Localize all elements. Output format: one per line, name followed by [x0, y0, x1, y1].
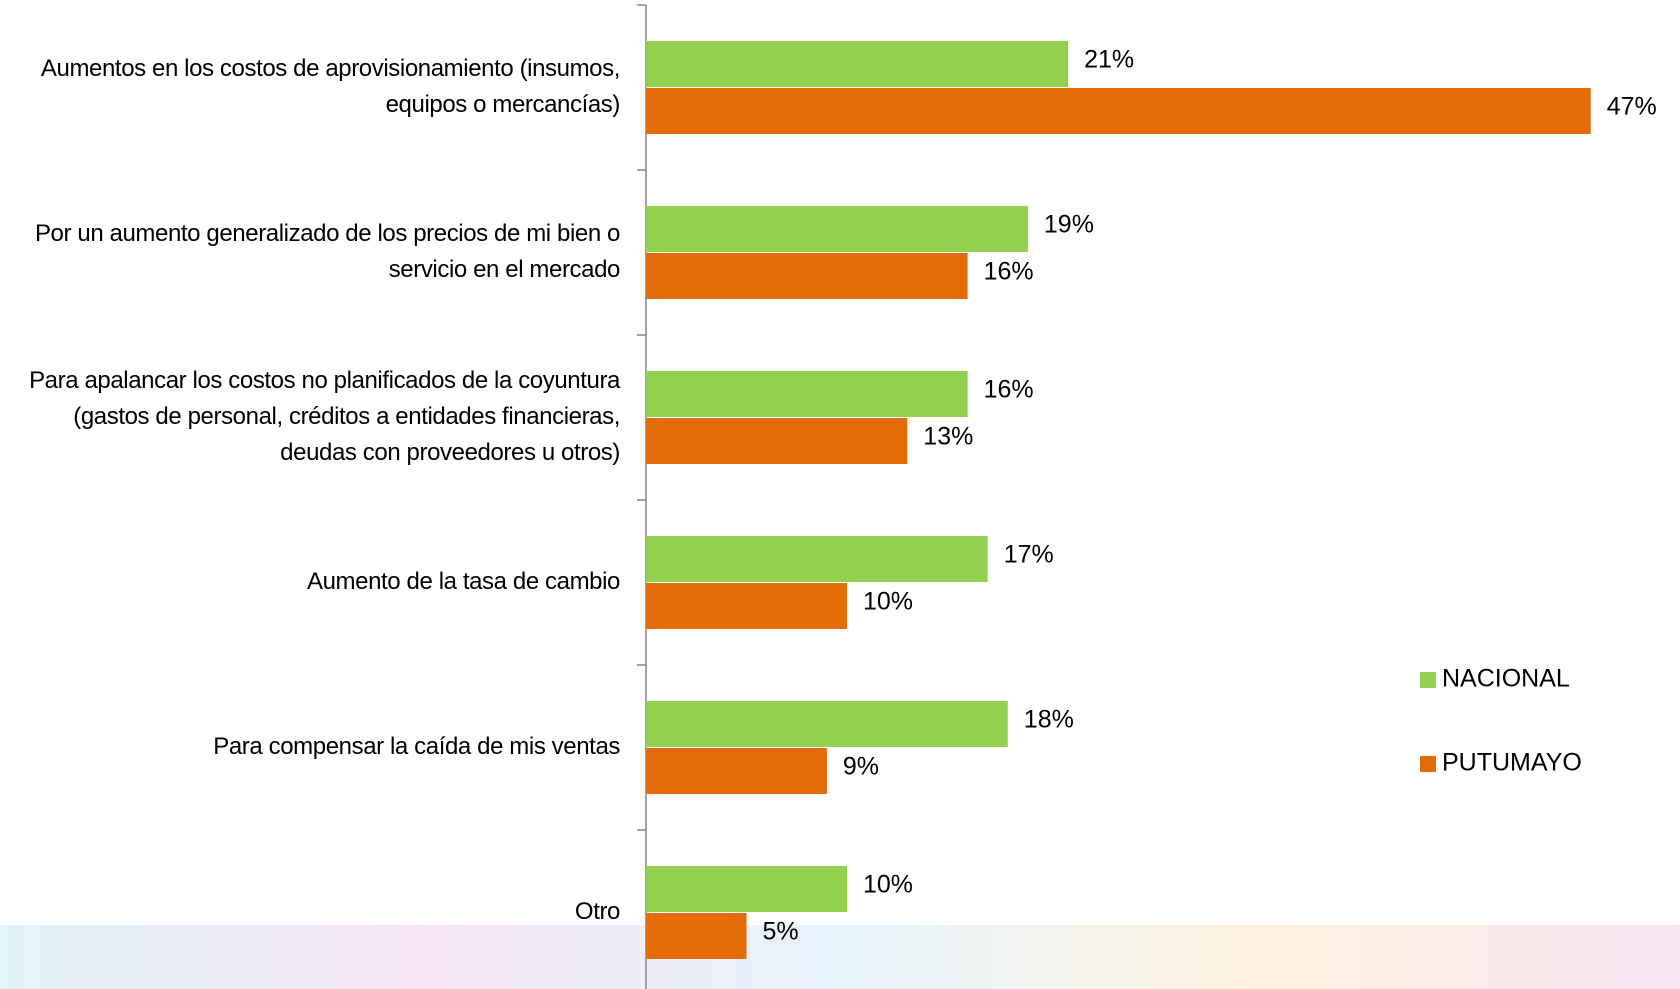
value-label: 13% — [923, 423, 973, 451]
bar — [646, 88, 1591, 134]
bar — [646, 701, 1008, 747]
value-label: 5% — [763, 918, 799, 946]
value-label: 47% — [1607, 93, 1657, 121]
bar — [646, 371, 968, 417]
bar — [646, 536, 988, 582]
value-label: 17% — [1004, 541, 1054, 569]
legend-swatch — [1420, 756, 1436, 772]
page: 21% 47% 19% 16% 16% 13% 17% 10% 18% 9% 10% 5% NACION… — [0, 0, 1680, 989]
category-label: Aumentos en los costos de aprovisionamie… — [8, 25, 620, 149]
value-label: 10% — [863, 588, 913, 616]
category-label: Otro — [8, 850, 620, 974]
bar — [646, 866, 847, 912]
category-label: Para compensar la caída de mis ventas — [8, 685, 620, 809]
category-label: Aumento de la tasa de cambio — [8, 520, 620, 644]
category-label: Para apalancar los costos no planificado… — [8, 355, 620, 479]
legend-swatch — [1420, 672, 1436, 688]
bar — [646, 253, 968, 299]
category-label: Por un aumento generalizado de los preci… — [8, 190, 620, 314]
legend-label: PUTUMAYO — [1442, 749, 1582, 777]
value-label: 18% — [1024, 706, 1074, 734]
bar — [646, 206, 1028, 252]
value-label: 19% — [1044, 211, 1094, 239]
value-label: 9% — [843, 753, 879, 781]
bar — [646, 41, 1068, 87]
legend-label: NACIONAL — [1442, 665, 1570, 693]
bar — [646, 748, 827, 794]
value-label: 16% — [984, 258, 1034, 286]
bar — [646, 913, 747, 959]
value-label: 16% — [984, 376, 1034, 404]
bar — [646, 418, 907, 464]
value-label: 10% — [863, 871, 913, 899]
bar — [646, 583, 847, 629]
value-label: 21% — [1084, 46, 1134, 74]
